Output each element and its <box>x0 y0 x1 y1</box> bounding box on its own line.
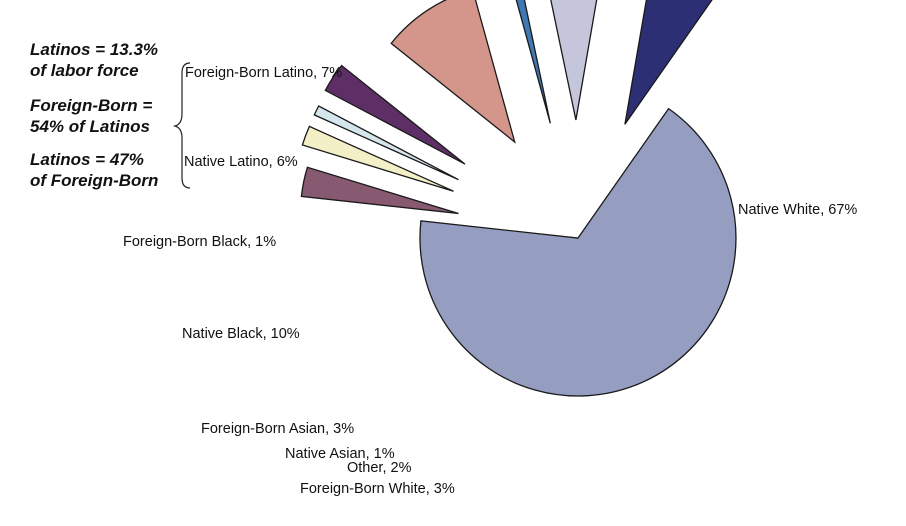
pie-slices <box>300 0 737 397</box>
label-native-black: Native Black, 10% <box>182 326 300 342</box>
label-foreign-born-asian: Foreign-Born Asian, 3% <box>201 421 354 437</box>
annotation-1-line-0: Foreign-Born = <box>30 96 152 115</box>
slice-foreign-born-black <box>515 0 551 124</box>
annotation-0-line-1: of labor force <box>30 61 139 80</box>
annotations: Latinos = 13.3% of labor force Foreign-Bor… <box>30 40 191 190</box>
latino-brace <box>172 62 191 189</box>
label-foreign-born-latino: Foreign-Born Latino, 7% <box>185 65 342 81</box>
label-native-asian: Native Asian, 1% <box>285 446 395 462</box>
slice-native-black <box>390 0 516 144</box>
slice-foreign-born-asian <box>324 64 466 165</box>
label-foreign-born-white: Foreign-Born White, 3% <box>300 481 455 497</box>
slice-foreign-born-latino <box>624 0 713 125</box>
annotation-2-line-0: Latinos = 47% <box>30 150 144 169</box>
slice-other <box>301 125 454 192</box>
label-native-white: Native White, 67% <box>738 202 857 218</box>
slice-native-asian <box>313 105 459 181</box>
label-other: Other, 2% <box>347 460 412 476</box>
slice-native-white <box>419 107 737 397</box>
label-native-latino: Native Latino, 6% <box>184 154 298 170</box>
slice-native-latino <box>550 0 598 121</box>
annotation-2-line-1: of Foreign-Born <box>30 171 158 190</box>
annotation-0-line-0: Latinos = 13.3% <box>30 40 158 59</box>
label-foreign-born-black: Foreign-Born Black, 1% <box>123 234 276 250</box>
annotation-1-line-1: 54% of Latinos <box>30 117 150 136</box>
slice-labels: Native White, 67% Foreign-Born White, 3% O… <box>123 65 857 497</box>
slice-foreign-born-white <box>300 166 459 215</box>
